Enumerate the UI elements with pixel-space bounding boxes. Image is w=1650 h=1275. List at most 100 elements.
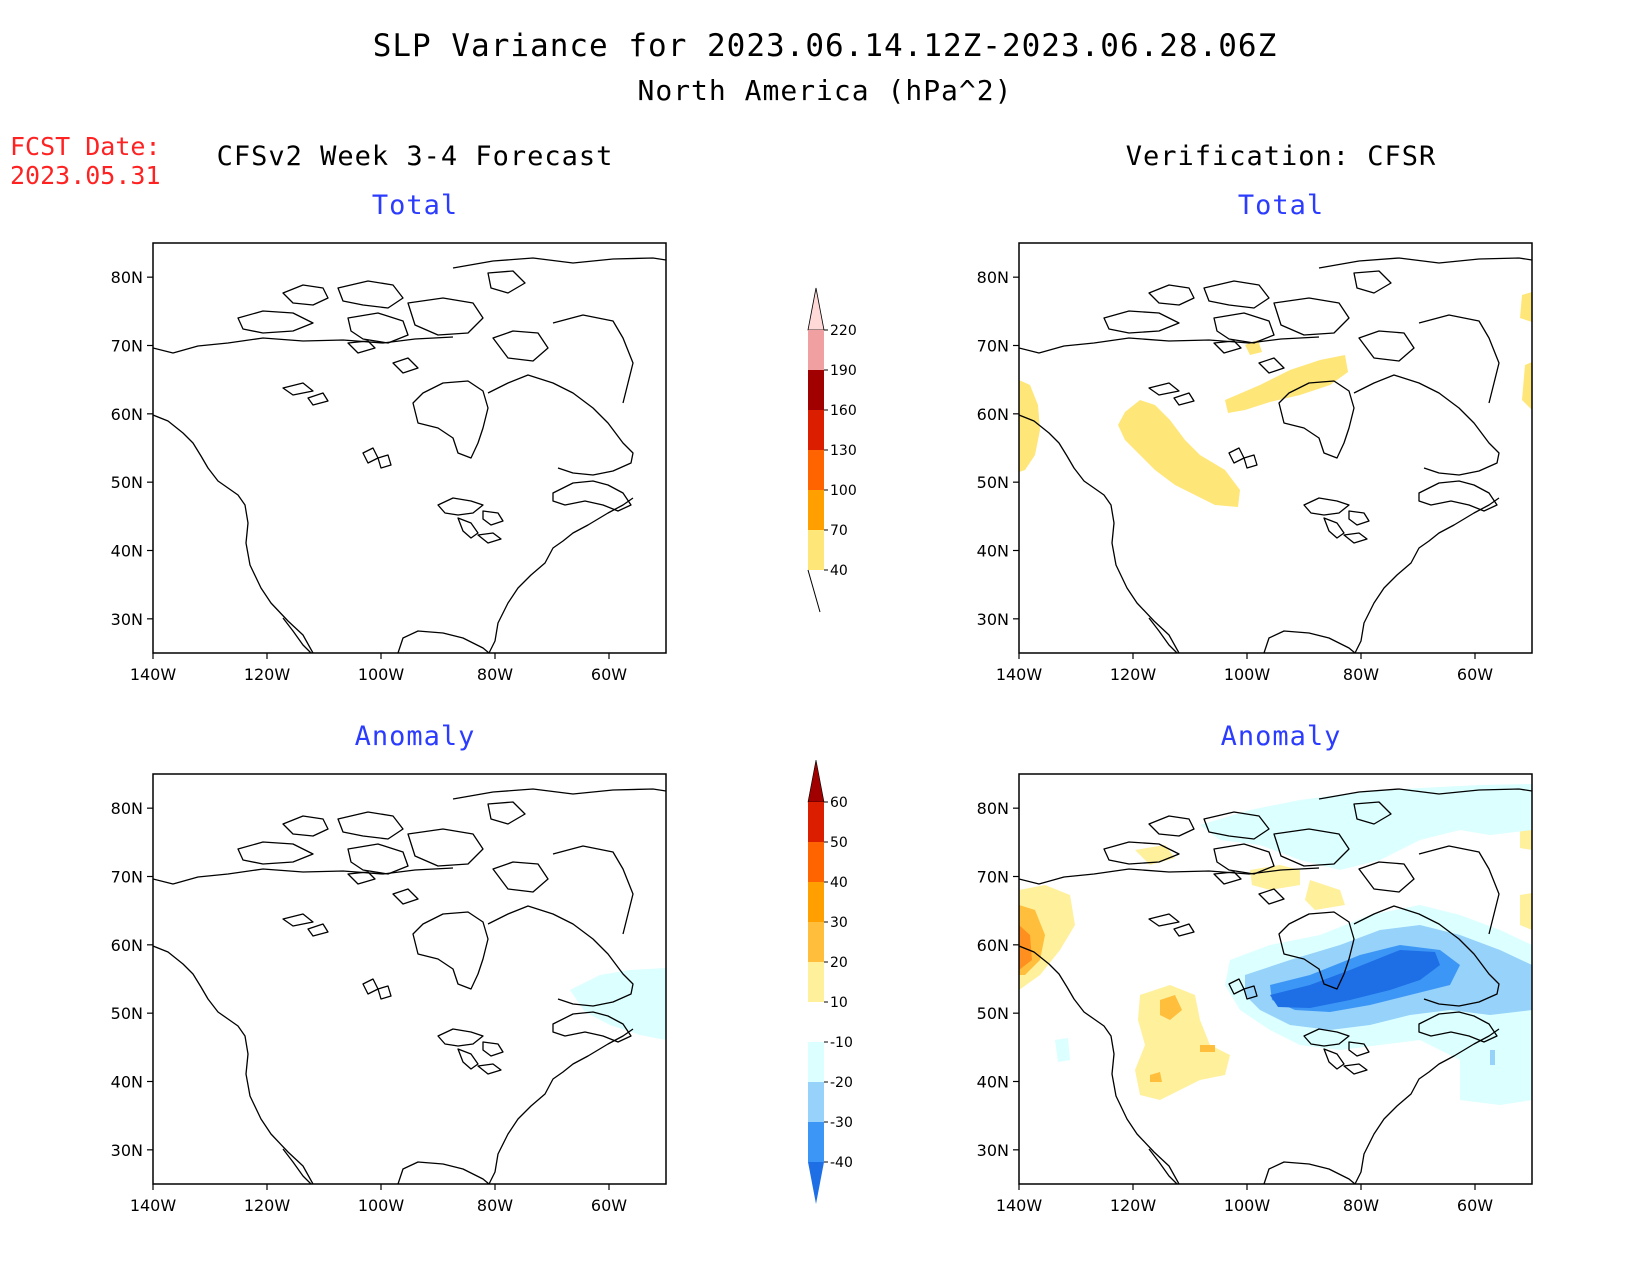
colorbar-anomaly-segment xyxy=(808,882,824,922)
colorbar-total-label: 130 xyxy=(830,443,857,459)
shading-west-patch xyxy=(1118,400,1240,507)
colorbar-anomaly-segment xyxy=(808,1122,824,1162)
colorbar-total: 220 190 160 130 100 70 40 xyxy=(807,287,857,613)
forecast-total-title: Total xyxy=(371,190,459,221)
lon-tick-label: 60W xyxy=(591,665,627,684)
lat-tick-label: 80N xyxy=(111,268,143,287)
colorbar-anomaly-label: -40 xyxy=(830,1155,853,1171)
shading-east-neg-patch xyxy=(570,968,666,1040)
colorbar-total-segment xyxy=(808,490,824,530)
verification-anomaly-map xyxy=(1018,773,1533,1185)
forecast-anomaly-map xyxy=(152,773,667,1185)
lat-tick-label: 30N xyxy=(111,610,143,629)
colorbar-total-segment xyxy=(808,370,824,410)
lat-tick-label: 50N xyxy=(111,473,143,492)
verification-total-map xyxy=(1018,242,1533,654)
colorbar-anomaly-label: 60 xyxy=(830,795,848,811)
shading-small-patch xyxy=(1245,340,1262,355)
colorbar-anomaly: 60 50 40 30 20 10 -10 -20 -30 -40 xyxy=(807,759,853,1204)
lon-tick-label: 120W xyxy=(1110,1196,1157,1215)
lon-tick-label: 140W xyxy=(130,1196,177,1215)
colorbar-anomaly-label: 40 xyxy=(830,875,848,891)
lat-tick-label: 40N xyxy=(977,1073,1009,1092)
lat-tick-label: 30N xyxy=(977,1141,1009,1160)
lat-tick-label: 70N xyxy=(977,868,1009,887)
shading-hudson-patch xyxy=(1225,355,1348,413)
shading-pacific-patch xyxy=(1019,380,1040,472)
colorbar-total-top-wedge xyxy=(807,287,825,331)
chart-title: SLP Variance for 2023.06.14.12Z-2023.06.… xyxy=(372,28,1278,64)
map-axes: 80N 70N 60N 50N 40N 30N 140W 120W 100W 80W 60W 80N 7… xyxy=(111,268,1494,1215)
colorbar-total-label: 40 xyxy=(830,563,848,579)
lat-tick-label: 30N xyxy=(111,1141,143,1160)
lon-tick-label: 80W xyxy=(1343,665,1379,684)
lon-tick-label: 140W xyxy=(996,1196,1043,1215)
lat-tick-label: 80N xyxy=(977,799,1009,818)
fcst-date-label: FCST Date: xyxy=(10,132,161,161)
lat-tick-label: 60N xyxy=(111,936,143,955)
lat-tick-label: 60N xyxy=(977,405,1009,424)
colorbar-total-segment xyxy=(808,530,824,570)
lat-tick-label: 50N xyxy=(977,473,1009,492)
chart-subtitle: North America (hPa^2) xyxy=(637,74,1013,107)
lon-tick-label: 120W xyxy=(244,665,291,684)
colorbar-anomaly-bottom-wedge xyxy=(808,1162,824,1204)
lat-tick-label: 30N xyxy=(977,610,1009,629)
verification-total-title: Total xyxy=(1237,190,1325,221)
colorbar-total-label: 100 xyxy=(830,483,857,499)
lat-tick-label: 70N xyxy=(977,337,1009,356)
colorbar-total-segment xyxy=(808,410,824,450)
lon-tick-label: 60W xyxy=(591,1196,627,1215)
colorbar-anomaly-segment xyxy=(808,842,824,882)
colorbar-total-label: 190 xyxy=(830,363,857,379)
colorbar-anomaly-label: 10 xyxy=(830,995,848,1011)
lat-tick-label: 40N xyxy=(111,542,143,561)
lon-tick-label: 80W xyxy=(477,665,513,684)
shading-greenland-patch xyxy=(1520,292,1532,322)
lon-tick-label: 120W xyxy=(244,1196,291,1215)
lon-tick-label: 120W xyxy=(1110,665,1157,684)
lon-tick-label: 80W xyxy=(1343,1196,1379,1215)
forecast-anomaly-title: Anomaly xyxy=(354,721,476,752)
forecast-total-map xyxy=(152,242,667,654)
colorbar-total-label: 70 xyxy=(830,523,848,539)
lon-tick-label: 80W xyxy=(477,1196,513,1215)
colorbar-anomaly-segment xyxy=(808,1002,824,1042)
lon-tick-label: 100W xyxy=(358,1196,405,1215)
lon-tick-label: 100W xyxy=(358,665,405,684)
lat-tick-label: 70N xyxy=(111,868,143,887)
lon-tick-label: 140W xyxy=(996,665,1043,684)
colorbar-anomaly-segment xyxy=(808,802,824,842)
colorbar-total-segment xyxy=(808,330,824,370)
colorbar-anomaly-label: -10 xyxy=(830,1035,853,1051)
colorbar-anomaly-label: 50 xyxy=(830,835,848,851)
colorbar-total-segment xyxy=(808,450,824,490)
lat-tick-label: 80N xyxy=(977,268,1009,287)
lat-tick-label: 50N xyxy=(977,1004,1009,1023)
colorbar-anomaly-segment xyxy=(808,922,824,962)
colorbar-anomaly-segment xyxy=(808,1042,824,1082)
fcst-date-value: 2023.05.31 xyxy=(10,161,161,190)
lat-tick-label: 40N xyxy=(111,1073,143,1092)
colorbar-anomaly-segment xyxy=(808,1082,824,1122)
lon-tick-label: 140W xyxy=(130,665,177,684)
lon-tick-label: 60W xyxy=(1457,1196,1493,1215)
colorbar-anomaly-segment xyxy=(808,962,824,1002)
colorbar-total-label: 220 xyxy=(830,323,857,339)
lon-tick-label: 100W xyxy=(1224,665,1271,684)
lat-tick-label: 50N xyxy=(111,1004,143,1023)
colorbar-anomaly-label: 30 xyxy=(830,915,848,931)
verification-column-title: Verification: CFSR xyxy=(1125,141,1437,172)
lat-tick-label: 70N xyxy=(111,337,143,356)
colorbar-total-bottom-wedge xyxy=(807,569,821,613)
lat-tick-label: 60N xyxy=(977,936,1009,955)
lat-tick-label: 40N xyxy=(977,542,1009,561)
forecast-column-title: CFSv2 Week 3-4 Forecast xyxy=(216,141,614,172)
colorbar-anomaly-top-wedge xyxy=(807,759,825,803)
lon-tick-label: 100W xyxy=(1224,1196,1271,1215)
verification-anomaly-title: Anomaly xyxy=(1220,721,1342,752)
colorbar-anomaly-label: 20 xyxy=(830,955,848,971)
colorbar-anomaly-label: -30 xyxy=(830,1115,853,1131)
colorbar-total-label: 160 xyxy=(830,403,857,419)
